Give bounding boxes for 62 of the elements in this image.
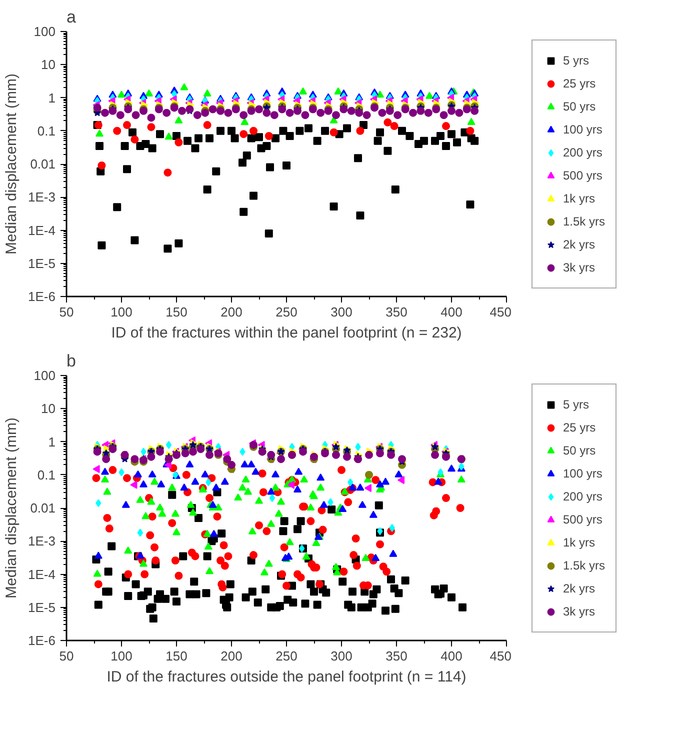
legend-label: 200 yrs [562,488,602,504]
x-tick-label: 250 [276,304,298,320]
y-tick-label: 1E-5 [28,600,56,615]
x-tick-label: 50 [59,648,74,664]
y-tick-label: 1E-4 [28,566,56,582]
x-tick-label: 200 [220,304,242,320]
x-tick-label: 300 [330,304,352,320]
x-tick-label: 450 [490,648,512,664]
y-tick-label: 1E-4 [28,222,56,238]
y-tick-label: 100 [34,368,56,383]
x-tick-label: 100 [110,304,132,320]
legend-label: 50 yrs [562,442,596,458]
chart-title: a [66,8,76,26]
x-tick-label: 50 [59,304,74,320]
y-tick-label: 10 [41,401,56,416]
legend-label: 100 yrs [562,121,602,138]
y-axis-title: Median displacement (mm) [3,74,20,254]
x-tick-label: 200 [220,648,242,664]
y-tick-label: 10 [41,57,56,72]
legend-label: 1.5k yrs [562,213,606,230]
x-axis-title: ID of the fractures outside the panel footprint (n = 114) [106,668,466,686]
legend-label: 100 yrs [562,465,602,482]
x-tick-label: 300 [330,648,352,664]
legend-label: 1k yrs [562,190,596,206]
x-tick-label: 400 [440,304,462,320]
x-tick-label: 350 [386,648,408,664]
legend-label: 500 yrs [562,167,602,184]
x-tick-label: 100 [110,648,132,664]
x-tick-label: 250 [276,648,298,664]
y-tick-label: 1E-3 [28,190,56,205]
legend-label: 1.5k yrs [562,557,606,574]
y-tick-label: 0.1 [37,123,56,138]
x-tick-label: 150 [166,648,188,664]
y-tick-label: 1 [48,434,56,450]
legend-label: 1k yrs [562,534,596,550]
chart-title: b [66,352,76,370]
legend-label: 3k yrs [562,603,596,620]
y-tick-label: 0.01 [30,156,56,172]
y-tick-label: 1E-3 [28,534,56,549]
legend-label: 500 yrs [562,511,602,528]
legend-label: 2k yrs [562,236,596,252]
y-tick-label: 1 [48,90,56,106]
y-axis-title: Median displacement (mm) [3,418,20,598]
x-tick-label: 450 [490,304,512,320]
x-axis-title: ID of the fractures within the panel footprint (n = 232) [111,324,462,342]
legend-label: 5 yrs [562,396,590,412]
y-tick-label: 100 [34,24,56,39]
legend-label: 2k yrs [562,580,596,596]
legend-label: 3k yrs [562,259,596,276]
legend-label: 25 yrs [562,75,596,92]
y-tick-label: 0.1 [37,467,56,482]
y-tick-label: 1E-6 [28,289,56,304]
y-tick-label: 0.01 [30,500,56,516]
y-tick-label: 1E-5 [28,256,56,271]
x-tick-label: 350 [386,304,408,320]
x-tick-label: 400 [440,648,462,664]
legend-label: 5 yrs [562,52,590,68]
legend-label: 50 yrs [562,98,596,114]
x-tick-label: 150 [166,304,188,320]
y-tick-label: 1E-6 [28,633,56,648]
legend-label: 25 yrs [562,419,596,436]
legend-label: 200 yrs [562,144,602,160]
